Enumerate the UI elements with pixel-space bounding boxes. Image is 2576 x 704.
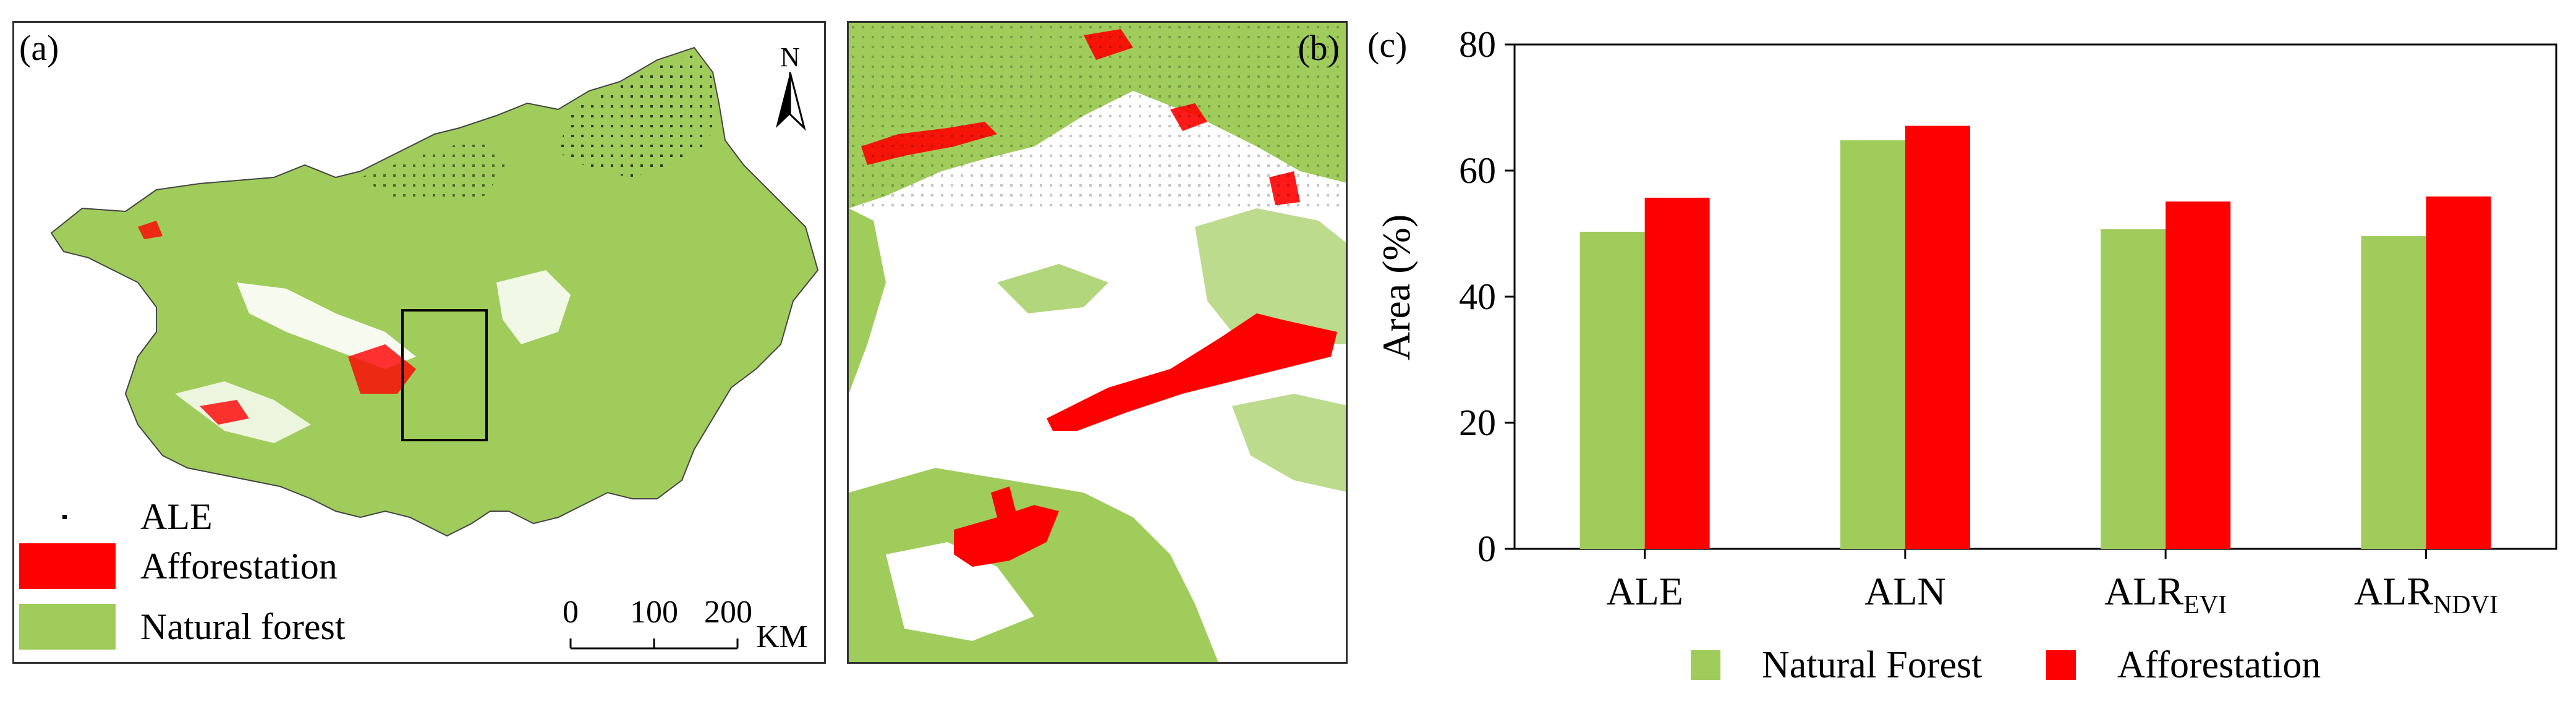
legend-label: ALE xyxy=(140,496,213,537)
bar-afforestation xyxy=(2426,196,2491,549)
x-tick-label: ALN xyxy=(1864,569,1946,613)
legend-item-natural-forest: Natural forest xyxy=(19,604,346,650)
non-forest-area xyxy=(496,270,571,344)
ale-dot-cluster xyxy=(558,54,719,177)
legend-item-afforestation: Afforestation xyxy=(19,543,338,589)
forest-region xyxy=(1195,208,1346,344)
scale-tick-label: 0 xyxy=(563,595,579,630)
scale-tick-label: 100 xyxy=(630,595,678,630)
zoom-extent-box xyxy=(401,309,488,441)
y-tick-label: 80 xyxy=(1459,24,1496,65)
afforestation-patches xyxy=(954,486,1059,567)
forest-region xyxy=(849,208,886,394)
map-panel-a: N 0 100 200 KM (a) ALE Afforestation Nat… xyxy=(12,21,826,664)
non-forest-area xyxy=(886,542,1034,641)
scale-unit: KM xyxy=(756,619,808,655)
legend-swatch xyxy=(2046,650,2076,680)
ale-dot-cluster xyxy=(849,23,1346,208)
legend-label: Natural forest xyxy=(140,606,346,647)
bar-natural-forest xyxy=(2101,229,2166,549)
non-forest-area xyxy=(237,282,416,369)
map-svg: N 0 100 200 KM xyxy=(50,42,819,655)
forest-region xyxy=(997,264,1108,313)
panel-label-a: (a) xyxy=(19,28,59,68)
scale-tick-label: 200 xyxy=(704,595,752,630)
zoom-map-panel-b: (b) xyxy=(847,21,1348,664)
y-tick-label: 60 xyxy=(1459,150,1496,191)
natural-forest-swatch xyxy=(19,604,116,650)
panel-label-b: (b) xyxy=(1298,28,1340,68)
bar-afforestation xyxy=(1644,197,1710,549)
north-label: N xyxy=(780,42,800,72)
legend-swatch xyxy=(1691,650,1720,680)
bar-afforestation xyxy=(2166,201,2231,549)
legend-label: Afforestation xyxy=(140,545,338,587)
bar-natural-forest xyxy=(1840,140,1905,549)
afforestation-patches xyxy=(1047,313,1337,431)
forest-region xyxy=(1232,394,1346,492)
y-tick-label: 40 xyxy=(1459,276,1496,317)
scale-bar: 0 100 200 KM xyxy=(563,595,808,655)
bar-chart: 0 20 40 60 80 ALE ALN ALREVI ALRNDVI Natural Fo… xyxy=(1374,24,2557,686)
panel-label-c: (c) xyxy=(1367,25,1408,65)
y-tick-label: 20 xyxy=(1459,402,1496,443)
legend-label: Natural Forest xyxy=(1762,644,1982,686)
x-tick-label: ALRNDVI xyxy=(2354,569,2498,619)
north-arrow-icon xyxy=(776,72,806,131)
legend-label: Afforestation xyxy=(2117,644,2321,686)
y-axis-label: Area (%) xyxy=(1374,214,1418,360)
zoom-map-svg xyxy=(849,23,1346,662)
ale-dot-cluster xyxy=(360,140,509,202)
bar-natural-forest xyxy=(2361,236,2426,549)
legend-item-ale: ALE xyxy=(19,494,213,540)
bar-natural-forest xyxy=(1579,231,1645,549)
bar-afforestation xyxy=(1905,125,1970,549)
afforestation-swatch xyxy=(19,543,116,589)
y-tick-label: 0 xyxy=(1477,528,1496,569)
ale-legend-marker xyxy=(19,494,116,540)
x-tick-label: ALREVI xyxy=(2104,569,2227,619)
x-tick-label: ALE xyxy=(1606,569,1683,613)
